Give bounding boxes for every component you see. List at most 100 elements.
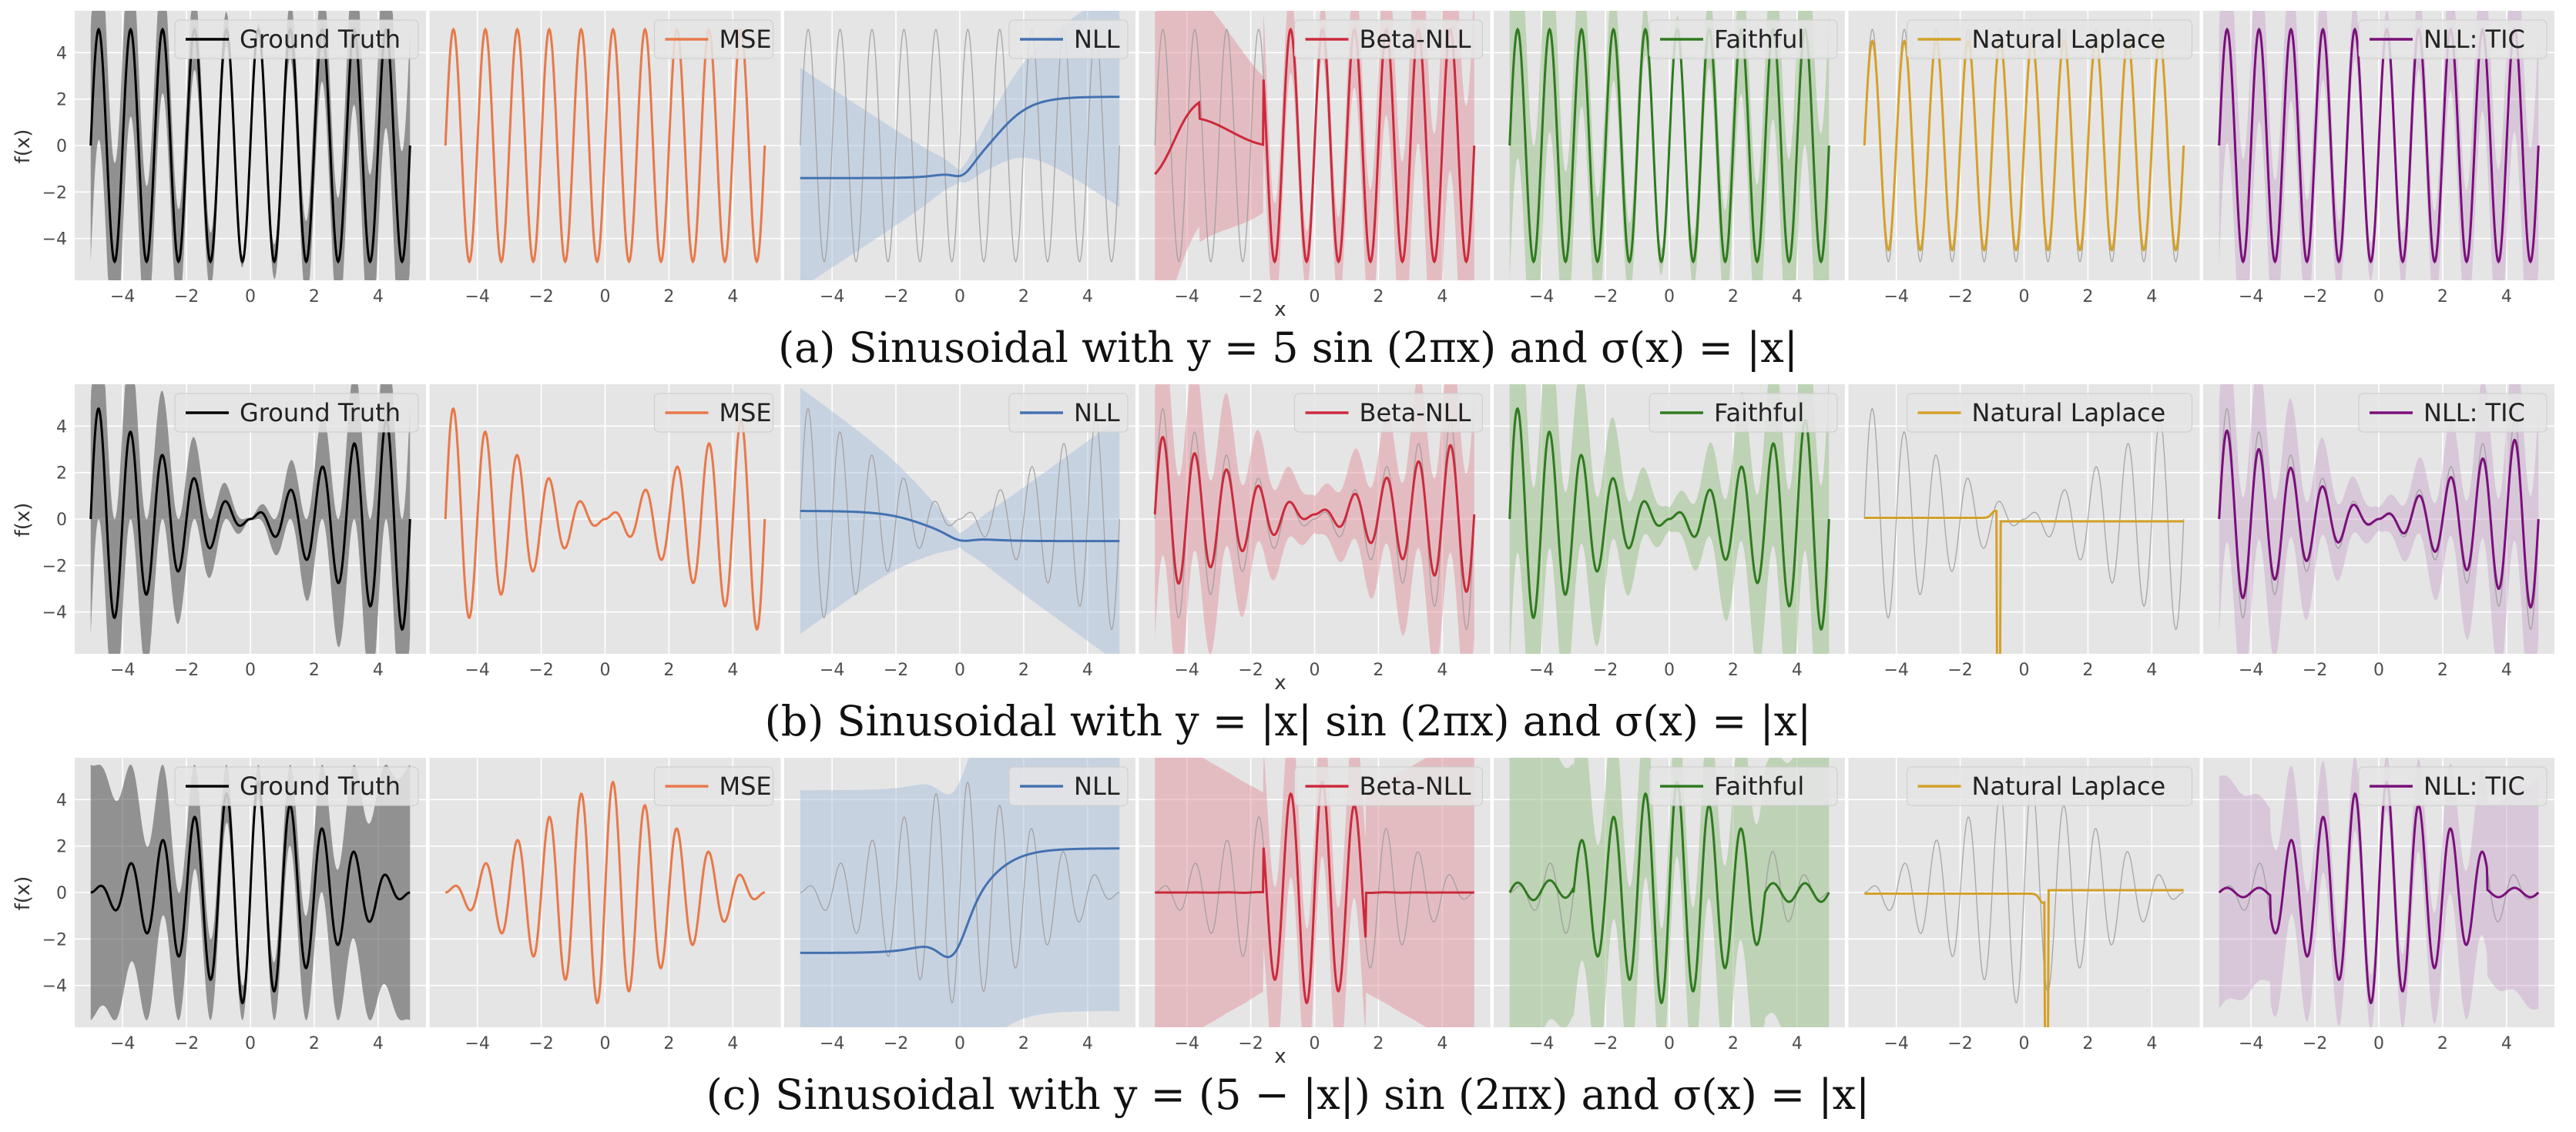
ground-truth-trace (1154, 407, 1475, 631)
y-tick-label: 0 (56, 511, 67, 530)
ground-truth-trace (800, 407, 1120, 631)
x-tick-label: 0 (1310, 661, 1320, 680)
x-tick-label: −2 (2303, 1034, 2327, 1053)
legend-label: Faithful (1714, 398, 1804, 427)
panel-a-beta-nll: −4 −2 0 2 4 Beta-NLL (1139, 11, 1491, 306)
legend: NLL: TIC (2358, 393, 2547, 433)
x-tick-label: 2 (2437, 661, 2448, 680)
x-tick-label: −4 (1529, 661, 1554, 680)
uncertainty-band (800, 11, 1120, 280)
legend: NLL (1008, 393, 1129, 433)
legend-box (654, 393, 773, 433)
x-tick-label: −4 (465, 661, 489, 680)
legend: Beta-NLL (1294, 393, 1483, 433)
x-tick-label: 0 (954, 287, 965, 306)
x-tick-label: −2 (528, 661, 553, 680)
x-tick-label: −4 (1529, 287, 1554, 306)
legend-box (1907, 766, 2192, 806)
x-tick-label: −2 (1593, 287, 1618, 306)
x-tick-label: 2 (1018, 661, 1029, 680)
x-tick-label: −4 (820, 287, 844, 306)
x-tick-label: 2 (1018, 1034, 1029, 1053)
xlabel-row-a: x (1274, 298, 1286, 321)
x-tick-label: 2 (1373, 287, 1384, 306)
panel-b-natural-laplace: −4 −2 0 2 4 Natural Laplace (1848, 384, 2200, 680)
series-line (1155, 780, 1474, 1005)
ylabel-row-b: f(x) (12, 503, 35, 538)
x-tick-label: −2 (1593, 1034, 1618, 1053)
x-tick-label: 4 (1082, 1034, 1093, 1053)
legend: NLL (1008, 766, 1129, 806)
x-tick-label: 2 (309, 1034, 320, 1053)
legend-box (174, 19, 419, 59)
x-tick-label: 4 (2146, 287, 2157, 306)
y-tick-label: 4 (56, 44, 67, 63)
legend: Beta-NLL (1294, 19, 1483, 59)
x-tick-label: 0 (600, 661, 611, 680)
legend-box (1907, 19, 2192, 59)
panel-c-nll-tic: −4 −2 0 2 4 NLL: TIC (2203, 758, 2554, 1053)
x-tick-label: −4 (2239, 1034, 2263, 1053)
x-tick-label: 0 (1664, 287, 1675, 306)
x-tick-label: 0 (954, 1034, 965, 1053)
caption-b: (b) Sinusoidal with y = |x| sin (2πx) an… (765, 697, 1812, 745)
x-tick-label: −4 (110, 1034, 135, 1053)
x-tick-label: −4 (1174, 287, 1199, 306)
series-line (1153, 435, 1476, 594)
x-tick-label: −4 (2239, 287, 2263, 306)
series-line (90, 780, 411, 1005)
series-line (1508, 407, 1830, 631)
legend: NLL: TIC (2358, 766, 2547, 806)
legend-label: Natural Laplace (1972, 398, 2166, 427)
x-tick-label: 0 (1664, 1034, 1675, 1053)
panel-c-ground-truth: −4 −2 0 2 4 4 2 0 −2 −4 Ground Truth (42, 758, 426, 1053)
legend-label: Ground Truth (240, 398, 401, 427)
x-tick-label: −2 (2303, 287, 2327, 306)
legend: MSE (654, 766, 773, 806)
x-tick-label: −2 (1947, 1034, 1972, 1053)
legend-label: MSE (719, 25, 772, 54)
x-tick-label: 0 (954, 661, 965, 680)
x-tick-label: 4 (2146, 1034, 2157, 1053)
legend-box (1008, 19, 1129, 59)
legend-box (1907, 393, 2192, 433)
x-tick-label: −2 (1593, 661, 1618, 680)
legend: MSE (654, 393, 773, 433)
x-tick-label: −4 (1883, 1034, 1908, 1053)
ylabel-row-a: f(x) (12, 129, 35, 164)
x-tick-label: −4 (820, 661, 844, 680)
panel-b-nll-tic: −4 −2 0 2 4 NLL: TIC (2203, 384, 2554, 680)
legend-box (1649, 19, 1838, 59)
x-tick-label: −4 (110, 287, 135, 306)
x-tick-label: −4 (820, 1034, 844, 1053)
x-tick-label: 4 (727, 1034, 738, 1053)
x-tick-label: 4 (373, 661, 384, 680)
legend: Faithful (1649, 766, 1838, 806)
x-tick-label: −4 (2239, 661, 2263, 680)
y-tick-label: 4 (56, 417, 67, 437)
legend-label: Natural Laplace (1972, 25, 2166, 54)
x-tick-label: 0 (2373, 1034, 2384, 1053)
legend: MSE (654, 19, 773, 59)
legend-box (654, 19, 773, 59)
legend-label: NLL: TIC (2423, 772, 2525, 801)
x-tick-label: 4 (2146, 661, 2157, 680)
legend: Natural Laplace (1907, 393, 2192, 433)
legend: Natural Laplace (1907, 766, 2192, 806)
legend-label: NLL (1074, 772, 1120, 801)
x-tick-label: 4 (1437, 287, 1447, 306)
legend-box (1008, 393, 1129, 433)
legend-label: MSE (719, 398, 772, 427)
panel-b-mse: −4 −2 0 2 4 MSE (429, 384, 781, 680)
x-tick-label: −4 (1174, 1034, 1199, 1053)
x-tick-label: −2 (1947, 661, 1972, 680)
y-tick-label: 0 (56, 137, 67, 156)
panel-b-faithful: −4 −2 0 2 4 Faithful (1494, 384, 1845, 680)
x-tick-label: 0 (2019, 661, 2030, 680)
panel-a-faithful: −4 −2 0 2 4 Faithful (1494, 11, 1845, 306)
x-tick-label: −4 (1174, 661, 1199, 680)
y-tick-label: −2 (42, 183, 67, 203)
x-tick-label: 0 (245, 661, 256, 680)
legend-label: Beta-NLL (1360, 398, 1471, 427)
